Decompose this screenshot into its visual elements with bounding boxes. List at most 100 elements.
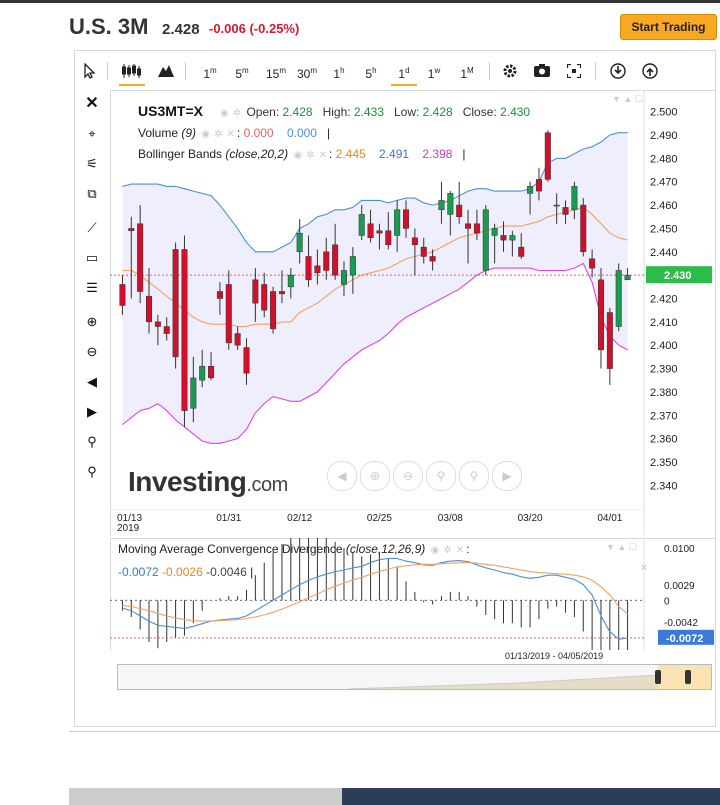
range-selection[interactable] xyxy=(658,665,711,689)
macd-panel-controls[interactable]: ▼ ▲ ☐ xyxy=(606,542,637,552)
trendline-icon[interactable]: ⟋ xyxy=(87,220,97,235)
bb-param: (close,20,2) xyxy=(225,147,289,161)
copy-icon[interactable]: ⧉ xyxy=(87,186,97,201)
candle-body xyxy=(270,291,277,330)
candle-body xyxy=(589,258,596,269)
nav-zoom-in-icon[interactable]: ⊕ xyxy=(360,461,390,491)
interval-label: 1d xyxy=(398,66,410,81)
price-chart[interactable]: 2.500 2.490 2.480 2.470 2.460 2.450 2.440 2.430… xyxy=(110,90,714,535)
eye-icon[interactable]: ◉ xyxy=(201,129,211,140)
ad-banner xyxy=(69,788,720,805)
gear-icon[interactable] xyxy=(499,58,521,84)
date-tick-label: 04/01 xyxy=(597,513,622,524)
interval-5m[interactable]: 5m xyxy=(231,58,253,84)
current-price-tag xyxy=(646,266,712,284)
close-icon[interactable]: ✕ xyxy=(318,150,327,161)
magnet-icon[interactable]: ⚟ xyxy=(86,156,98,171)
rectangle-icon[interactable]: ▭ xyxy=(85,250,99,265)
gear-icon[interactable]: ✲ xyxy=(214,129,223,140)
interval-1d[interactable]: 1d xyxy=(391,58,417,86)
gear-icon[interactable]: ✲ xyxy=(443,545,452,556)
crosshair-cursor-icon[interactable]: ⌖ xyxy=(88,126,96,141)
chart-toolbar: 1m 5m 15m 30m 1h 5h 1d 1w 1M xyxy=(75,58,714,86)
volume-param: (9) xyxy=(181,126,197,140)
area-chart-icon[interactable] xyxy=(155,58,177,84)
scroll-right-icon[interactable]: ▶ xyxy=(87,404,97,419)
range-minichart xyxy=(347,674,711,689)
interval-1h[interactable]: 1h xyxy=(328,58,350,84)
price-tick-label: 2.500 xyxy=(650,107,678,119)
top-border xyxy=(0,0,720,3)
candle-body xyxy=(527,186,534,194)
volume-value-2: 0.000 xyxy=(286,126,317,140)
start-trading-button[interactable]: Start Trading xyxy=(620,14,717,40)
date-tick-label: 01/13 xyxy=(117,513,142,524)
eye-icon[interactable]: ◉ xyxy=(220,108,229,119)
nav-left-icon[interactable]: ◀ xyxy=(327,461,357,491)
gear-icon[interactable]: ✲ xyxy=(232,108,242,119)
open-value: 2.428 xyxy=(282,105,313,119)
interval-5h[interactable]: 5h xyxy=(360,58,382,84)
price-tick-label: 2.350 xyxy=(650,457,678,469)
range-handle-left[interactable] xyxy=(655,670,661,684)
candle-body xyxy=(403,209,410,229)
candle-body xyxy=(518,246,525,257)
macd-line xyxy=(122,557,628,640)
divider xyxy=(69,731,720,732)
macd-chart[interactable]: 0.0100 0.0029 0 -0.0042 -0.0072 xyxy=(110,538,714,650)
scroll-left-icon[interactable]: ◀ xyxy=(87,374,97,389)
candle-body xyxy=(606,312,613,369)
close-icon[interactable]: ✕ xyxy=(226,129,235,140)
reset-zoom-icon[interactable]: ⚲ xyxy=(87,464,97,479)
candle-body xyxy=(190,377,197,409)
price-tick-label: 2.490 xyxy=(650,130,678,142)
bb-label: Bollinger Bands xyxy=(138,147,223,161)
candlestick-icon[interactable] xyxy=(119,58,145,86)
bb-value-mid: 2.445 xyxy=(335,147,366,161)
interval-1M[interactable]: 1M xyxy=(455,58,479,84)
cursor-arrow-icon[interactable] xyxy=(79,58,101,84)
close-icon[interactable]: ✕ xyxy=(85,95,99,112)
candle-body xyxy=(181,249,188,411)
chart-frame xyxy=(74,50,716,727)
nav-zoom-range-icon[interactable]: ⚲ xyxy=(426,461,456,491)
macd-close-icon[interactable]: ✕ xyxy=(640,563,649,574)
interval-label: 5h xyxy=(365,66,377,81)
interval-15m[interactable]: 15m xyxy=(263,58,289,84)
download-icon[interactable] xyxy=(607,58,629,84)
fibonacci-icon[interactable]: ☰ xyxy=(86,280,98,295)
candle-body xyxy=(429,256,436,262)
macd-panel xyxy=(110,538,715,651)
close-icon[interactable]: ✕ xyxy=(455,545,465,556)
gear-icon[interactable]: ✲ xyxy=(306,150,315,161)
eye-icon[interactable]: ◉ xyxy=(430,545,440,556)
legend-bollinger: Bollinger Bands (close,20,2) ◉ ✲ ✕: 2.445 … xyxy=(138,147,466,161)
candle-body xyxy=(146,295,153,323)
zoom-range-icon[interactable]: ⚲ xyxy=(87,434,97,449)
range-navigator[interactable] xyxy=(117,664,712,690)
fullscreen-icon[interactable] xyxy=(563,58,585,84)
interval-30m[interactable]: 30m xyxy=(293,58,321,84)
zoom-out-icon[interactable]: ⊖ xyxy=(86,344,98,359)
camera-icon[interactable] xyxy=(531,58,553,84)
panel-controls[interactable]: ▼ ▲ ☐ xyxy=(612,94,643,104)
upload-icon[interactable] xyxy=(639,58,661,84)
candle-body xyxy=(456,204,463,218)
date-tick-label: 02/12 xyxy=(287,513,312,524)
interval-1w[interactable]: 1w xyxy=(423,58,445,84)
zoom-in-icon[interactable]: ⊕ xyxy=(86,314,98,329)
price-tick-label: 2.370 xyxy=(650,410,678,422)
range-handle-right[interactable] xyxy=(685,670,691,684)
eye-icon[interactable]: ◉ xyxy=(293,150,303,161)
last-price: 2.428 xyxy=(162,21,200,38)
price-tick-label: 2.400 xyxy=(650,340,678,352)
nav-zoom-out-icon[interactable]: ⊖ xyxy=(393,461,423,491)
nav-right-icon[interactable]: ▶ xyxy=(492,461,522,491)
nav-reset-icon[interactable]: ⚲ xyxy=(459,461,489,491)
macd-label: Moving Average Convergence Divergence xyxy=(118,542,343,556)
interval-1m[interactable]: 1m xyxy=(199,58,221,84)
price-change: -0.006 (-0.25%) xyxy=(209,21,300,36)
candle-body xyxy=(438,200,445,211)
macd-current-text: -0.0072 xyxy=(666,633,703,645)
candle-body xyxy=(473,223,480,234)
